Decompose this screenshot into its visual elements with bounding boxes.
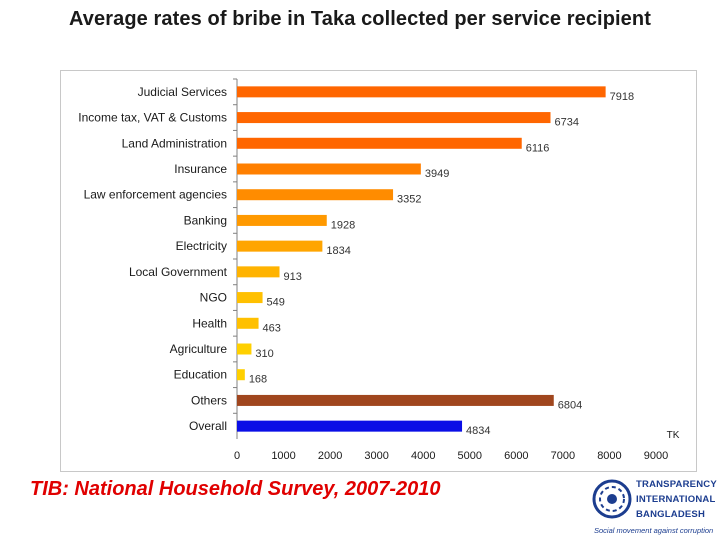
category-label: Law enforcement agencies [84, 188, 227, 202]
bar [237, 394, 554, 406]
category-label: Income tax, VAT & Customs [78, 111, 227, 125]
x-axis-label: TK [667, 430, 680, 441]
value-label: 3352 [397, 194, 421, 206]
bar [237, 240, 323, 252]
bar [237, 420, 463, 432]
bar [237, 112, 551, 124]
chart-panel: Judicial Services 7918 Income tax, VAT & C… [60, 70, 697, 472]
category-label: Health [192, 316, 227, 330]
value-label: 310 [255, 348, 273, 360]
bar [237, 189, 394, 201]
category-label: Agriculture [170, 342, 228, 356]
x-tick-label: 9000 [644, 450, 668, 462]
x-tick-label: 2000 [318, 450, 342, 462]
bar [237, 369, 245, 381]
value-label: 4834 [466, 425, 490, 437]
bar [237, 292, 263, 304]
x-tick-label: 4000 [411, 450, 435, 462]
logo-tagline: Social movement against corruption [594, 526, 714, 535]
ti-bangladesh-logo: TRANSPARENCY INTERNATIONAL BANGLADESH So… [592, 475, 717, 537]
bar [237, 137, 522, 149]
value-label: 6734 [555, 117, 579, 129]
category-label: Judicial Services [138, 85, 227, 99]
chart-title: Average rates of bribe in Taka collected… [68, 8, 651, 30]
value-label: 7918 [610, 91, 634, 103]
value-label: 549 [267, 297, 285, 309]
x-tick-label: 7000 [551, 450, 575, 462]
category-label: NGO [200, 291, 227, 305]
value-label: 168 [249, 374, 267, 386]
value-label: 6804 [558, 399, 582, 411]
x-tick-label: 5000 [458, 450, 482, 462]
bar [237, 343, 252, 355]
source-footer: TIB: National Household Survey, 2007-201… [30, 478, 441, 500]
category-label: Overall [189, 419, 227, 433]
x-tick-label: 3000 [364, 450, 388, 462]
bar [237, 317, 259, 329]
category-label: Local Government [129, 265, 228, 279]
bar [237, 214, 327, 226]
value-label: 463 [263, 322, 281, 334]
bar [237, 266, 280, 278]
value-label: 913 [284, 271, 302, 283]
bar [237, 163, 421, 175]
bar [237, 86, 606, 98]
x-tick-label: 0 [234, 450, 240, 462]
category-label: Others [191, 393, 227, 407]
x-tick-label: 8000 [597, 450, 621, 462]
value-label: 1928 [331, 219, 355, 231]
logo-line-1: TRANSPARENCY [636, 479, 717, 490]
category-label: Land Administration [122, 136, 227, 150]
category-label: Banking [184, 213, 227, 227]
category-label: Electricity [176, 239, 227, 253]
x-tick-label: 6000 [504, 450, 528, 462]
ti-emblem-icon [592, 479, 632, 519]
value-label: 3949 [425, 168, 449, 180]
bar-chart: Judicial Services 7918 Income tax, VAT & C… [78, 78, 680, 462]
x-tick-label: 1000 [271, 450, 295, 462]
category-label: Education [174, 368, 227, 382]
category-label: Insurance [174, 162, 227, 176]
value-label: 6116 [526, 142, 550, 154]
logo-line-3: BANGLADESH [636, 509, 706, 520]
value-label: 1834 [326, 245, 350, 257]
logo-line-2: INTERNATIONAL [636, 494, 716, 505]
